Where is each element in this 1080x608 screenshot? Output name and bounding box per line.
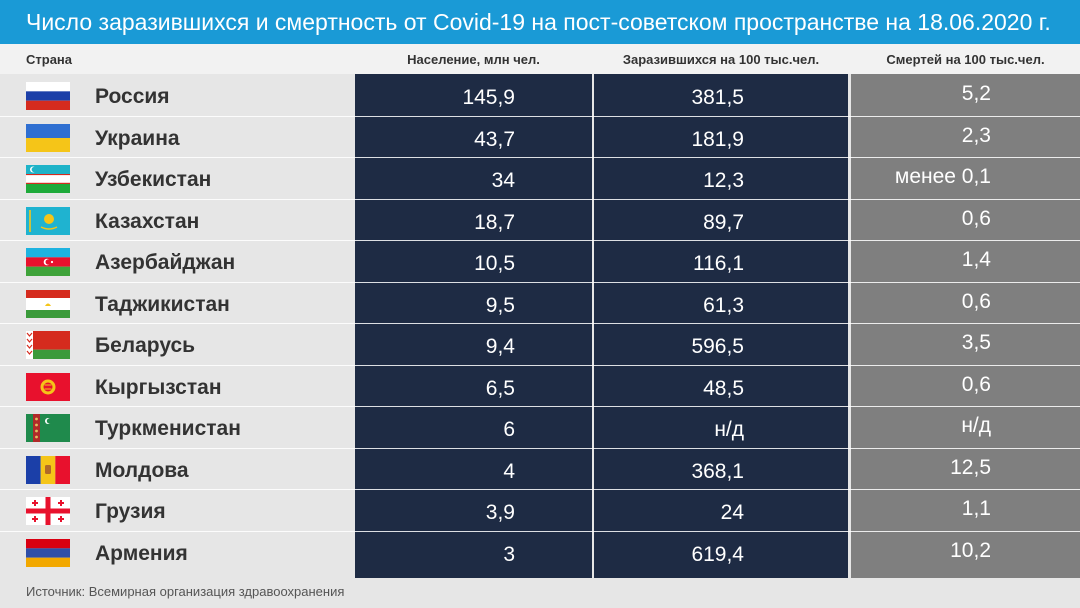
infected-value: 48,5	[703, 376, 744, 400]
population-value: 10,5	[474, 252, 515, 275]
deaths-value: 0,6	[961, 372, 991, 396]
deaths-value: 12,5	[950, 455, 991, 479]
infected-value: 12,3	[703, 169, 744, 192]
uzbekistan-flag-icon	[26, 165, 70, 193]
table-row: Грузия 3,9 24 1,1	[0, 489, 1080, 531]
deaths-value: 2,3	[961, 123, 991, 147]
population-value: 4	[503, 459, 515, 483]
deaths-value: 5,2	[961, 82, 991, 105]
country-name: Армения	[95, 541, 188, 565]
row-divider	[0, 489, 1080, 490]
table-row: Украина 43,7 181,9 2,3	[0, 116, 1080, 158]
population-value: 6,5	[485, 376, 515, 400]
country-name: Таджикистан	[95, 292, 230, 316]
table-row: Беларусь 9,4 596,5 3,5	[0, 323, 1080, 365]
country-name: Россия	[95, 85, 170, 108]
infected-value: 368,1	[691, 459, 744, 483]
deaths-column-bg	[851, 74, 1080, 578]
population-value: 3,9	[485, 501, 515, 524]
table-row: Казахстан 18,7 89,7 0,6	[0, 199, 1080, 241]
kazakhstan-flag-icon	[26, 206, 70, 235]
country-name: Молдова	[95, 458, 189, 482]
infected-value: 89,7	[703, 210, 744, 234]
source-note: Источник: Всемирная организация здравоох…	[26, 584, 345, 599]
row-divider	[0, 115, 1080, 117]
table-row: Узбекистан 34 12,3 менее 0,1	[0, 157, 1080, 199]
row-divider	[0, 157, 1080, 158]
moldova-flag-icon	[26, 455, 70, 484]
row-divider	[0, 198, 1080, 200]
country-name: Украина	[95, 126, 180, 150]
table-body: Россия 145,9 381,5 5,2 Украина 43,7 181,9 2,3 Уз…	[0, 74, 1080, 578]
country-name: Азербайджан	[95, 251, 236, 274]
table-row: Азербайджан 10,5 116,1 1,4	[0, 240, 1080, 282]
row-divider	[0, 281, 1080, 283]
population-value: 34	[491, 169, 515, 192]
deaths-value: менее 0,1	[894, 165, 991, 188]
population-value: 3	[503, 542, 515, 566]
country-name: Кыргызстан	[95, 375, 222, 399]
table-row: Армения 3 619,4 10,2	[0, 531, 1080, 573]
row-divider	[0, 364, 1080, 366]
turkmenistan-flag-icon	[26, 414, 70, 442]
tajikistan-flag-icon	[26, 289, 70, 318]
table-row: Молдова 4 368,1 12,5	[0, 448, 1080, 490]
infected-value: 181,9	[691, 127, 744, 151]
population-value: 6	[503, 418, 515, 441]
infected-value: 619,4	[691, 542, 744, 566]
ukraine-flag-icon	[26, 123, 70, 152]
country-name: Беларусь	[95, 334, 196, 357]
population-value: 43,7	[474, 127, 515, 151]
infected-value: 116,1	[693, 252, 744, 275]
belarus-flag-icon	[26, 331, 70, 359]
deaths-value: 0,6	[961, 289, 991, 313]
deaths-value: н/д	[961, 414, 991, 437]
infected-value: 381,5	[691, 86, 744, 109]
table-header: Страна Население, млн чел. Заразившихся …	[0, 44, 1080, 74]
infected-value: н/д	[714, 418, 744, 441]
row-divider	[0, 240, 1080, 241]
infected-value: 596,5	[691, 335, 744, 358]
infected-column-bg	[594, 74, 848, 578]
infected-value: 61,3	[703, 293, 744, 317]
row-divider	[0, 323, 1080, 324]
row-divider	[0, 406, 1080, 407]
country-name: Туркменистан	[95, 417, 241, 440]
country-name: Казахстан	[95, 209, 200, 233]
table-row: Россия 145,9 381,5 5,2	[0, 74, 1080, 116]
population-value: 9,4	[485, 335, 515, 358]
azerbaijan-flag-icon	[26, 248, 70, 276]
kyrgyzstan-flag-icon	[26, 372, 70, 401]
infected-value: 24	[720, 501, 744, 524]
table-row: Таджикистан 9,5 61,3 0,6	[0, 282, 1080, 324]
country-name: Узбекистан	[95, 168, 212, 191]
header-population: Население, млн чел.	[407, 52, 540, 67]
table-row: Туркменистан 6 н/д н/д	[0, 406, 1080, 448]
georgia-flag-icon	[26, 497, 70, 525]
deaths-value: 1,1	[961, 497, 991, 520]
deaths-value: 10,2	[950, 538, 991, 562]
population-column-bg	[355, 74, 592, 578]
table-row: Кыргызстан 6,5 48,5 0,6	[0, 365, 1080, 407]
row-divider	[0, 530, 1080, 532]
armenia-flag-icon	[26, 538, 70, 567]
population-value: 145,9	[462, 86, 515, 109]
country-name: Грузия	[95, 500, 166, 523]
deaths-value: 0,6	[961, 206, 991, 230]
population-value: 18,7	[474, 210, 515, 234]
header-infected: Заразившихся на 100 тыс.чел.	[622, 52, 820, 67]
population-value: 9,5	[485, 293, 515, 317]
row-divider	[0, 447, 1080, 449]
deaths-value: 3,5	[961, 331, 991, 354]
russia-flag-icon	[26, 82, 70, 110]
chart-title: Число заразившихся и смертность от Covid…	[0, 0, 1080, 44]
deaths-value: 1,4	[961, 248, 991, 271]
header-country: Страна	[26, 52, 73, 67]
header-deaths: Смертей на 100 тыс.чел.	[886, 52, 1045, 67]
